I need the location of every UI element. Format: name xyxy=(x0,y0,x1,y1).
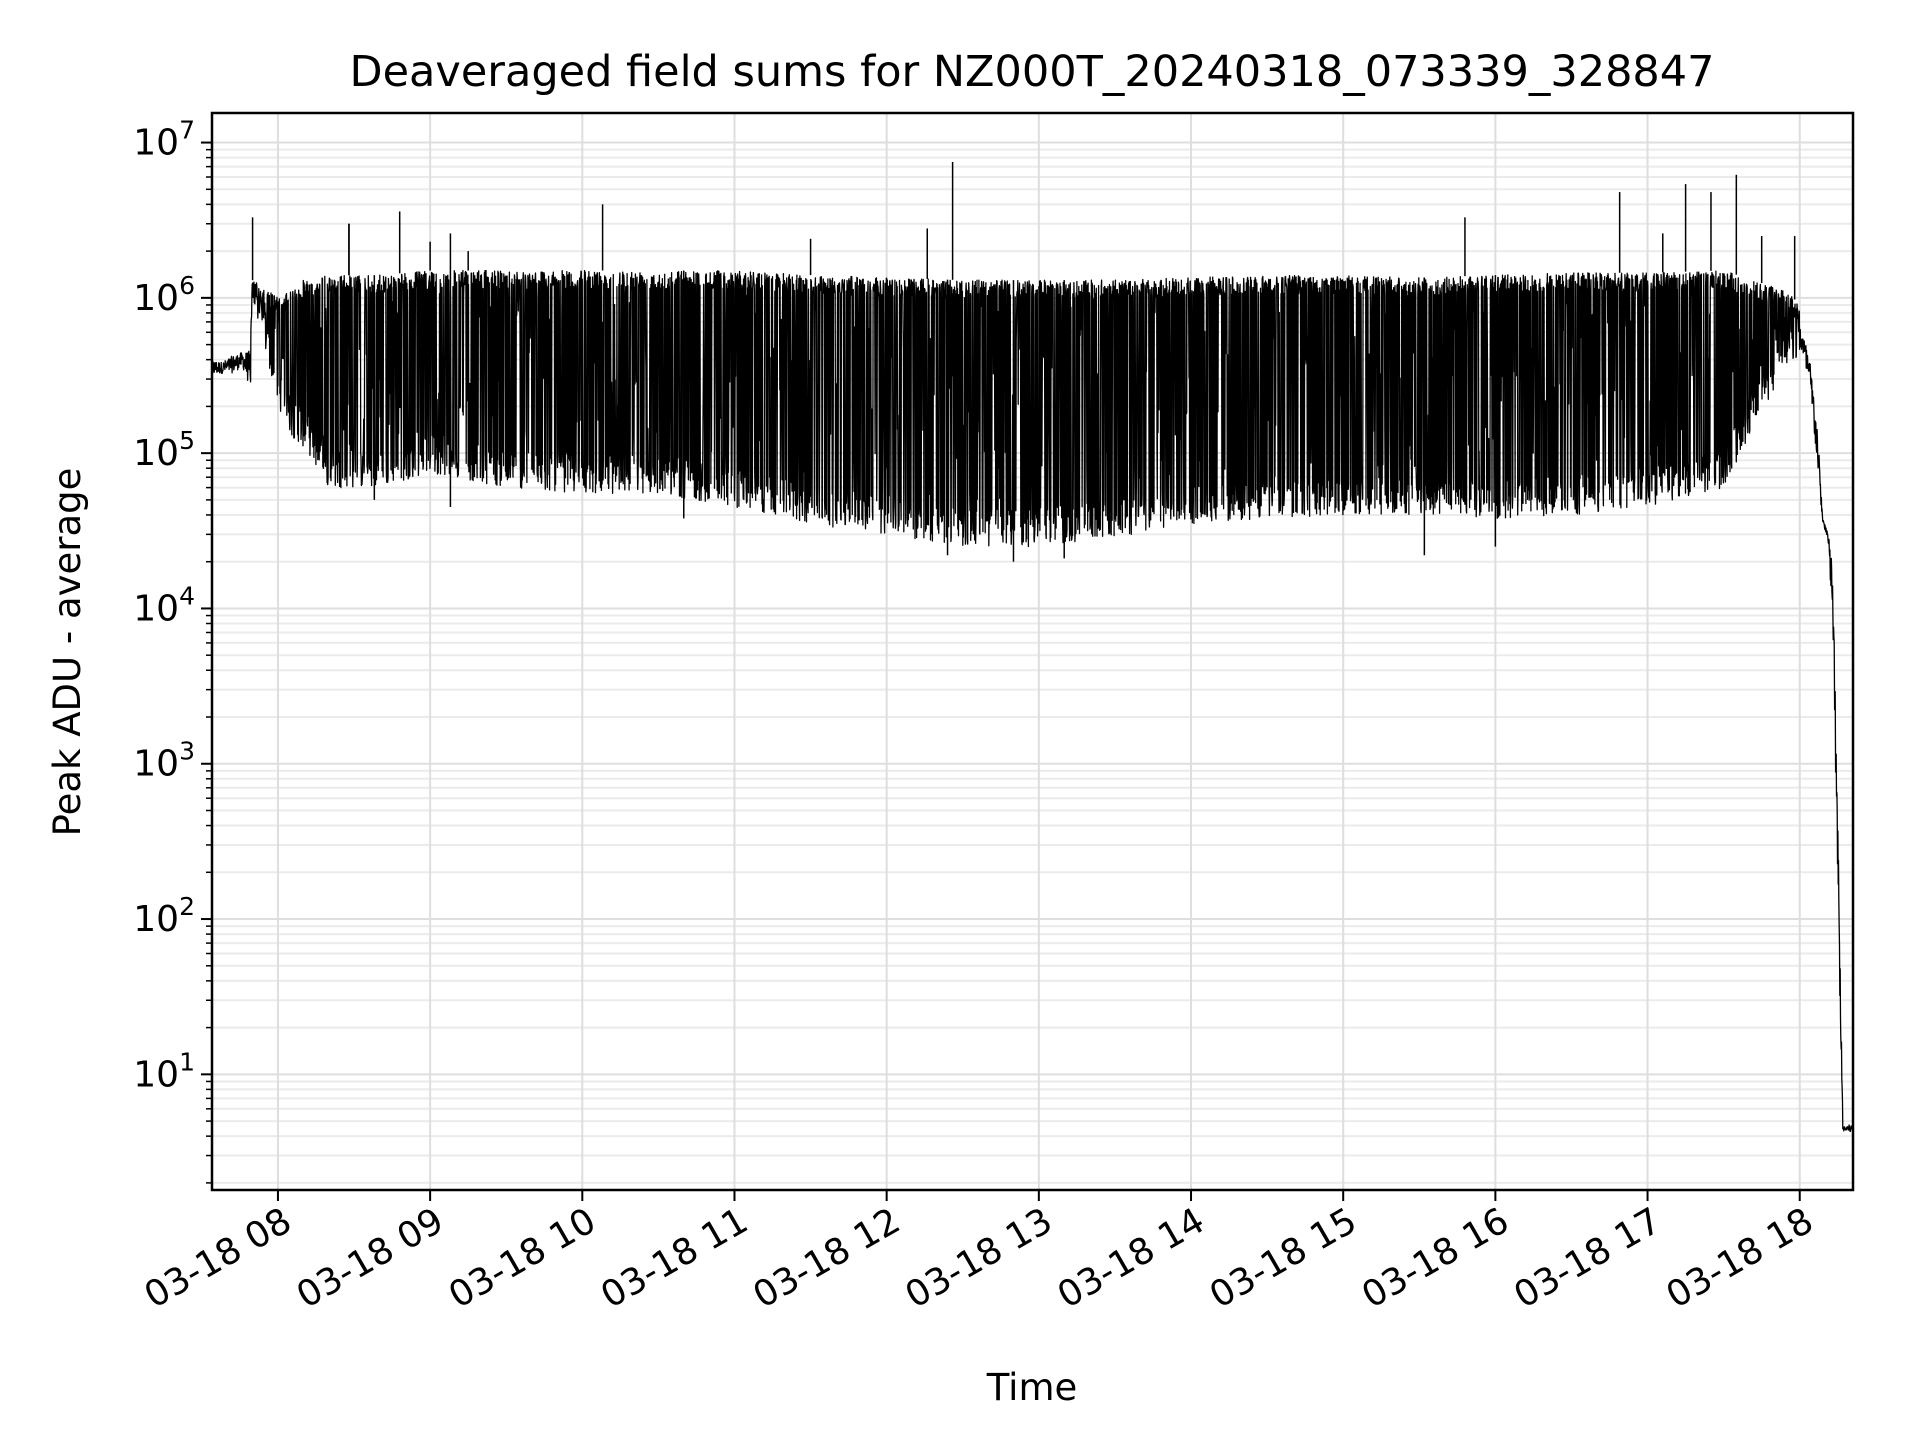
chart-title: Deaveraged field sums for NZ000T_2024031… xyxy=(349,47,1714,97)
y-axis-label: Peak ADU - average xyxy=(46,468,89,837)
y-tick-label: 105 xyxy=(133,426,195,474)
y-tick-label: 102 xyxy=(133,892,195,940)
y-tick-label: 104 xyxy=(133,581,195,629)
x-axis-label: Time xyxy=(986,1366,1078,1409)
y-tick-label: 107 xyxy=(133,116,195,164)
y-axis: 101 102 103 104 105 106 107 xyxy=(133,116,212,1184)
y-tick-label: 101 xyxy=(133,1047,195,1095)
y-tick-label: 103 xyxy=(133,737,195,785)
y-tick-label: 106 xyxy=(133,271,195,319)
axes-frame xyxy=(210,111,1855,1192)
plot-area xyxy=(211,161,1854,1133)
series-line xyxy=(211,269,1854,1133)
